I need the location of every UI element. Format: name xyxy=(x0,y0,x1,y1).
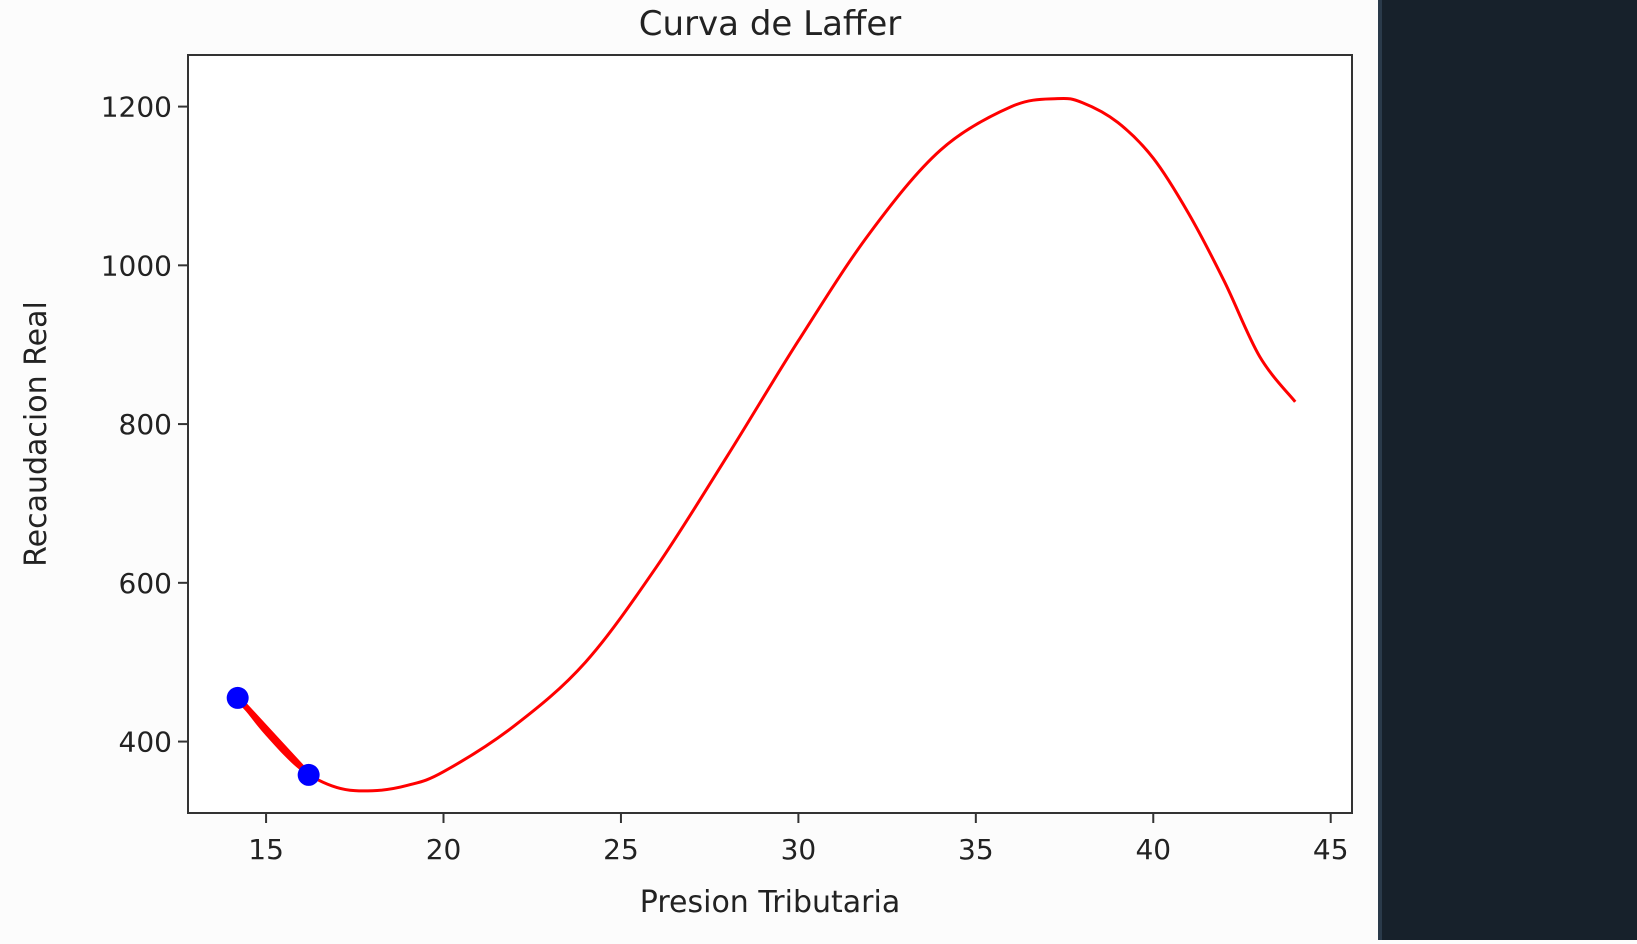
x-tick-label: 15 xyxy=(248,833,284,866)
dark-side-panel xyxy=(1378,0,1637,940)
x-tick-label: 35 xyxy=(958,833,994,866)
y-axis-ticks: 400 600 800 1000 1200 xyxy=(101,91,188,759)
y-tick-label: 400 xyxy=(119,726,172,759)
x-tick-label: 30 xyxy=(781,833,817,866)
y-tick-label: 600 xyxy=(119,567,172,600)
x-tick-label: 25 xyxy=(603,833,639,866)
laffer-curve-line xyxy=(236,96,1297,793)
x-tick-label: 40 xyxy=(1135,833,1171,866)
y-tick-label: 800 xyxy=(119,408,172,441)
chart-figure: Curva de Laffer 15 20 25 30 35 40 45 400 600 800… xyxy=(19,4,1353,920)
y-axis-label: Recaudacion Real xyxy=(19,301,54,567)
x-tick-label: 45 xyxy=(1313,833,1349,866)
x-axis-label: Presion Tributaria xyxy=(640,885,900,920)
laffer-chart: Curva de Laffer 15 20 25 30 35 40 45 400 600 800… xyxy=(19,4,1353,920)
y-tick-label: 1000 xyxy=(101,249,172,282)
data-point xyxy=(226,686,249,709)
plot-area xyxy=(187,54,1353,814)
data-point xyxy=(297,763,320,786)
x-axis-ticks: 15 20 25 30 35 40 45 xyxy=(248,813,1349,866)
series-layer xyxy=(226,96,1297,793)
x-tick-label: 20 xyxy=(426,833,462,866)
y-tick-label: 1200 xyxy=(101,91,172,124)
chart-title: Curva de Laffer xyxy=(639,4,901,44)
